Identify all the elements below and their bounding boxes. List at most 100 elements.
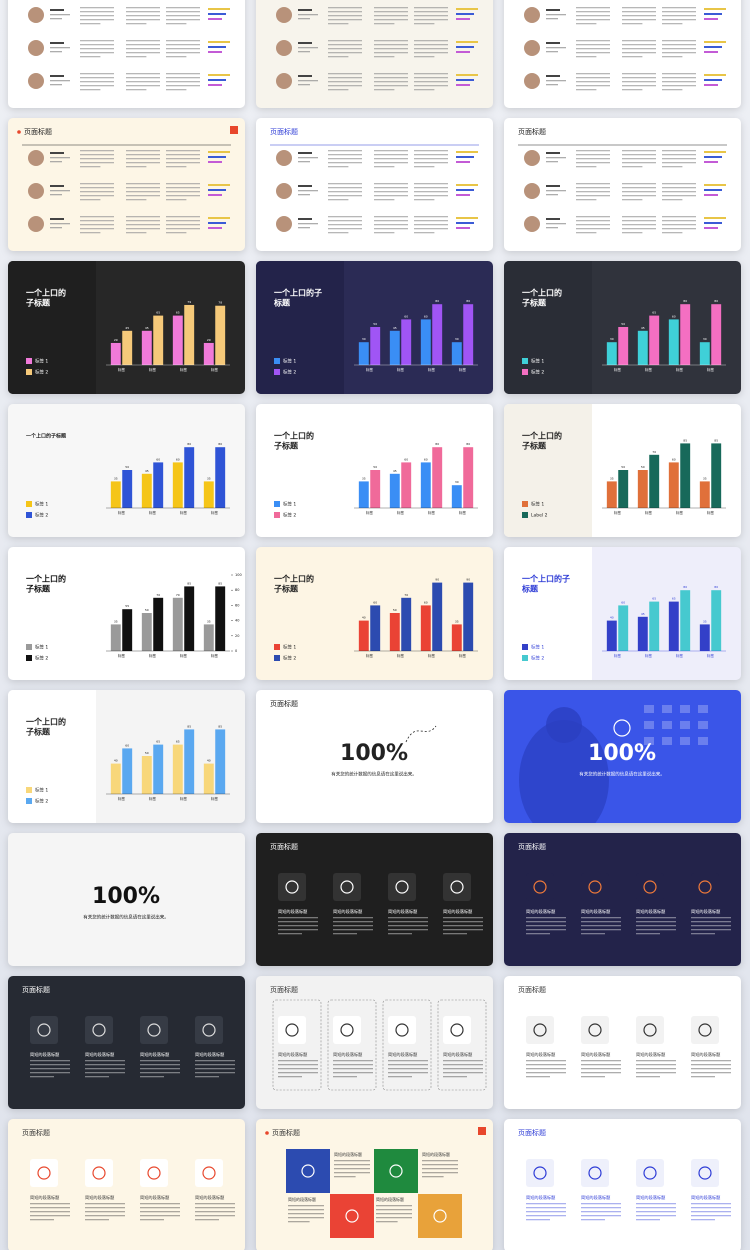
text-line <box>388 1072 428 1074</box>
text-line <box>374 191 408 193</box>
icon-tile <box>333 873 361 901</box>
icon-glyph <box>533 1023 547 1037</box>
text-line <box>414 48 448 50</box>
item-title: 简短的段落标题 <box>443 908 473 915</box>
value-label: 85 <box>218 724 222 728</box>
item-title: 简短的段落标题 <box>195 1194 225 1201</box>
item-title: 简短的段落标题 <box>636 1194 666 1201</box>
slide-content: 页面标题 <box>518 127 727 234</box>
x-tick-label: 标签 <box>211 367 218 372</box>
x-tick-label: 标签 <box>149 510 156 515</box>
text-line <box>414 40 448 42</box>
dashed-arrow <box>405 725 437 743</box>
text-line <box>636 1207 676 1209</box>
text-line <box>636 1060 676 1062</box>
skill-bar <box>456 217 478 219</box>
icon-glyph <box>285 880 299 894</box>
text-line <box>166 40 200 42</box>
text-line <box>388 1068 428 1070</box>
bar <box>711 443 722 508</box>
y-tick-label: 0 <box>235 649 237 653</box>
skill-bar <box>456 161 470 163</box>
award-icon <box>613 719 631 737</box>
text-line <box>374 23 395 25</box>
skill-bar <box>208 156 226 158</box>
slide-content: 页面标题 <box>17 126 238 234</box>
value-label: 60 <box>125 743 129 747</box>
legend-swatch <box>26 655 32 661</box>
text-line <box>662 77 696 79</box>
legend-swatch <box>26 512 32 518</box>
text-line <box>30 1072 70 1074</box>
text-line <box>622 195 656 197</box>
skill-bar <box>704 79 722 81</box>
text-line <box>126 228 160 230</box>
avatar <box>524 216 540 232</box>
name-line <box>298 152 312 154</box>
text-line <box>622 216 656 218</box>
text-line <box>374 187 408 189</box>
text-line <box>140 1215 180 1217</box>
text-line <box>80 162 114 164</box>
text-line <box>388 1060 428 1062</box>
text-line <box>126 199 147 201</box>
text-line <box>636 917 676 919</box>
skill-bar <box>456 227 470 229</box>
bar <box>649 454 660 508</box>
text-line <box>414 154 448 156</box>
text-line <box>636 1076 660 1078</box>
text-line <box>662 162 696 164</box>
skill-bar <box>208 18 222 20</box>
photo-note <box>644 737 654 745</box>
text-line <box>333 917 373 919</box>
text-line <box>636 925 676 927</box>
text-line <box>414 195 448 197</box>
big-number: 100% <box>92 884 160 909</box>
text-line <box>166 187 200 189</box>
text-line <box>328 150 362 152</box>
text-line <box>526 1072 566 1074</box>
text-line <box>80 15 114 17</box>
text-line <box>166 183 200 185</box>
text-line <box>691 917 731 919</box>
text-line <box>328 44 362 46</box>
legend-swatch <box>522 644 528 650</box>
text-line <box>374 220 408 222</box>
bar <box>649 315 660 365</box>
text-line <box>414 224 448 226</box>
value-label: 90 <box>466 578 470 582</box>
text-line <box>166 162 200 164</box>
value-label: 45 <box>125 326 129 330</box>
text-line <box>576 7 610 9</box>
text-line <box>414 77 448 79</box>
text-line <box>30 1076 54 1078</box>
text-line <box>298 51 310 53</box>
bar <box>110 481 121 508</box>
icon-glyph <box>202 1166 216 1180</box>
icon-glyph <box>340 880 354 894</box>
chart-title: 一个上口的 <box>26 574 66 584</box>
text-line <box>328 199 349 201</box>
legend-label: 标签 2 <box>283 369 296 376</box>
item-title: 简短的段落标题 <box>388 1051 418 1058</box>
text-line <box>374 85 408 87</box>
legend-label: 标签 1 <box>35 358 48 365</box>
value-label: 60 <box>373 600 377 604</box>
text-line <box>30 1060 70 1062</box>
text-line <box>195 1219 219 1221</box>
value-label: 65 <box>156 740 160 744</box>
photo-figure <box>519 720 609 823</box>
text-line <box>328 11 362 13</box>
text-line <box>443 1068 483 1070</box>
bar <box>122 330 133 365</box>
slide-content: 页面标题 100% 有关您的统计数据的信息请在这里说出来。 <box>270 699 437 778</box>
quad-tile <box>286 1149 330 1193</box>
text-line <box>526 1076 550 1078</box>
text-line <box>581 1207 621 1209</box>
